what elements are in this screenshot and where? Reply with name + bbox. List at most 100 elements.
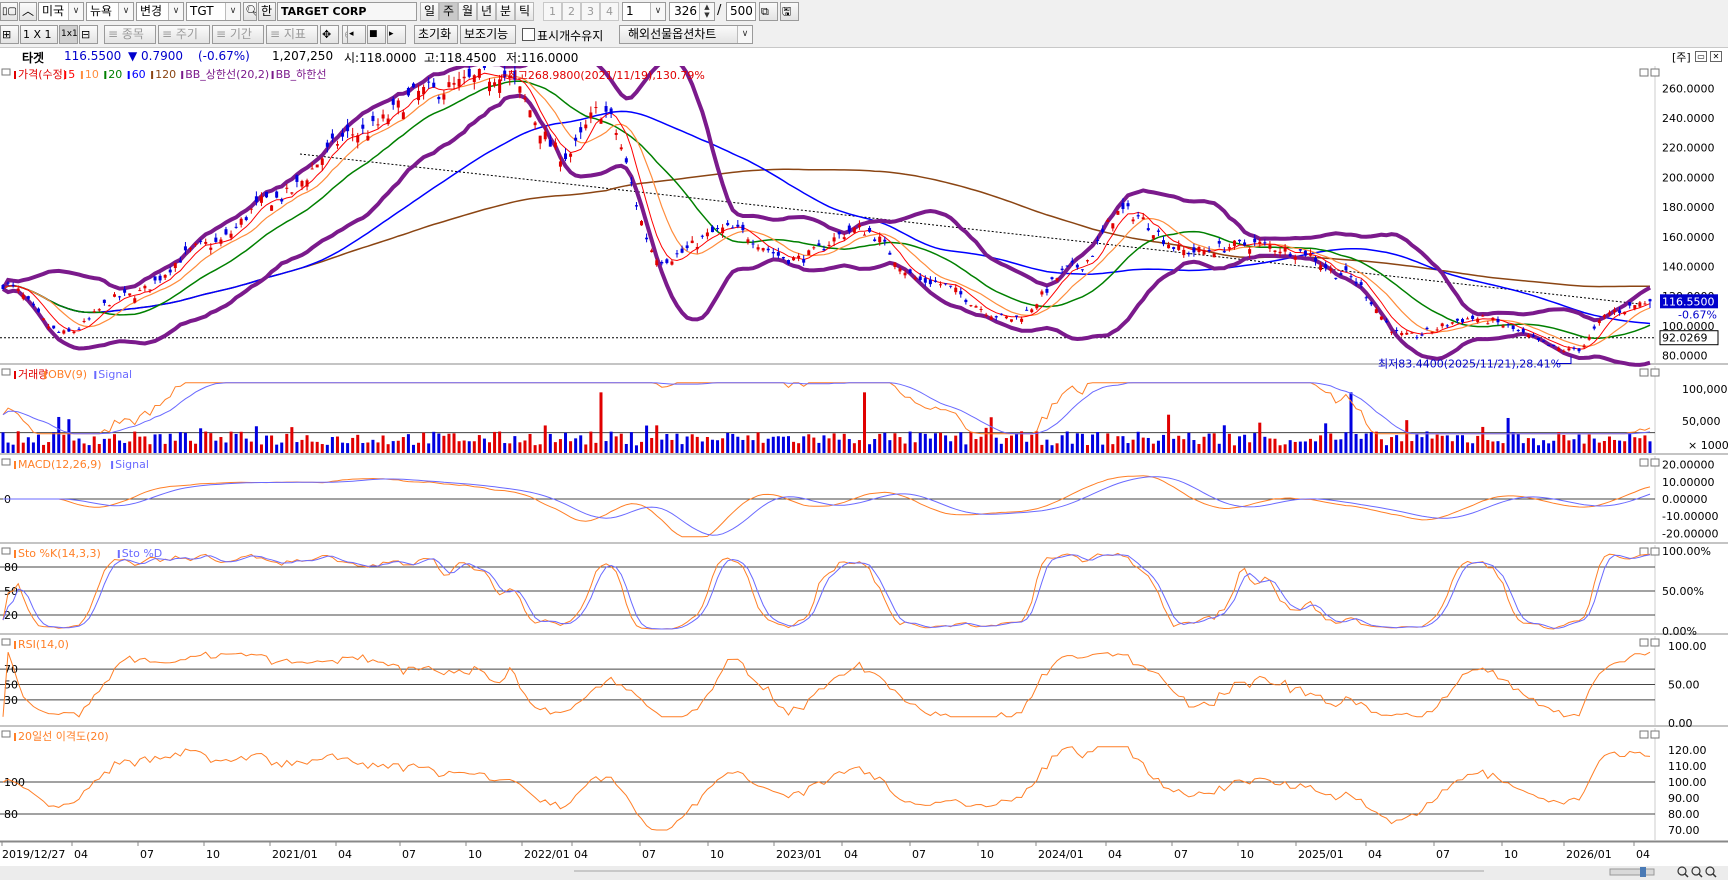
volume-bar: [1192, 440, 1196, 453]
rsi-legend-swatch: [14, 641, 16, 649]
tab-period-month[interactable]: 월: [458, 2, 477, 21]
zoom-out-icon[interactable]: [1677, 866, 1687, 876]
candle-body: [533, 122, 537, 126]
candle-body: [979, 309, 983, 311]
close-icon[interactable]: ✕: [1710, 51, 1722, 62]
grid-layout-icon[interactable]: ⊞: [0, 25, 19, 44]
item-button[interactable]: ≡ 종목: [104, 25, 156, 44]
candle-body: [173, 263, 177, 269]
volume-bar: [462, 440, 466, 453]
candle-body: [219, 239, 223, 244]
aux-function-button[interactable]: 보조기능: [460, 25, 516, 44]
chevron-up-icon[interactable]: ︿: [19, 2, 37, 21]
menu-toggle-button[interactable]: ▯▢: [0, 2, 18, 21]
volume-bar: [548, 433, 552, 453]
volume-bar: [224, 442, 228, 453]
disparity-legend-label: 20일선 이격도(20): [18, 729, 109, 743]
volume-bar: [16, 431, 20, 453]
volume-bar: [1253, 433, 1257, 453]
candle-body: [1415, 337, 1419, 339]
candle-body: [1293, 256, 1297, 260]
candle-body: [417, 90, 421, 101]
count-stepper[interactable]: 326 ▲ ▼: [669, 2, 715, 21]
x-tick-label: 2023/01: [776, 848, 822, 861]
restore-icon[interactable]: ▭: [1695, 51, 1707, 62]
han-button[interactable]: 한: [258, 2, 276, 21]
volume-bar: [1476, 435, 1480, 453]
candle-body: [1542, 340, 1546, 342]
stop-icon[interactable]: ■: [367, 25, 386, 44]
volume-bar: [1004, 438, 1008, 453]
volume-bar: [391, 441, 395, 453]
move-cross-icon[interactable]: ✥: [320, 25, 339, 44]
volume-bar: [832, 433, 836, 453]
prev-icon[interactable]: ◂: [347, 25, 366, 44]
volume-bar: [1415, 434, 1419, 453]
symbol-input[interactable]: TGT ∨: [186, 2, 241, 21]
period-button[interactable]: ≡ 주기: [158, 25, 210, 44]
candle-body: [1390, 331, 1394, 333]
candle-body: [1040, 291, 1044, 295]
candle-body: [1116, 210, 1120, 215]
layout-table-icon[interactable]: ⊟: [79, 25, 98, 44]
tab-num-2[interactable]: 2: [562, 2, 581, 21]
layout-1x1-button[interactable]: 1 X 1: [20, 25, 58, 44]
candle-body: [265, 191, 269, 198]
tab-period-week[interactable]: 주: [439, 2, 458, 21]
volume-bar: [923, 433, 927, 453]
candle-body: [685, 245, 689, 249]
stock-chart[interactable]: 260.0000 240.0000 220.0000 200.0000 180.0000…: [0, 66, 1728, 880]
tab-period-minute[interactable]: 분: [496, 2, 515, 21]
volume-bar: [1091, 434, 1095, 453]
sto-legend-label: Sto %D: [122, 547, 162, 560]
exchange-select[interactable]: 뉴욕 ∨: [86, 2, 134, 21]
volume-bar: [1430, 438, 1434, 453]
market-select[interactable]: 미국 ∨: [38, 2, 84, 21]
range-button[interactable]: ≡ 기간: [212, 25, 264, 44]
new-window-icon[interactable]: ⧉: [759, 2, 778, 21]
tab-period-day[interactable]: 일: [420, 2, 439, 21]
tab-num-3[interactable]: 3: [581, 2, 600, 21]
tab-num-4[interactable]: 4: [600, 2, 619, 21]
candle-body: [822, 249, 826, 251]
interval-select[interactable]: 1 ∨: [622, 2, 666, 21]
tab-num-1[interactable]: 1: [543, 2, 562, 21]
tab-period-year[interactable]: 년: [477, 2, 496, 21]
low-annotation: 최저83.4400(2025/11/21),28.41%: [1378, 357, 1561, 370]
candle-body: [1060, 268, 1064, 271]
volume-bar: [1096, 432, 1100, 453]
tab-period-tick[interactable]: 틱: [515, 2, 534, 21]
high-price: 고:118.4500: [424, 51, 497, 65]
candle-body: [1045, 288, 1049, 293]
volume-bar: [234, 433, 238, 453]
macd-legend-label: Signal: [115, 458, 149, 471]
volume-bar: [1334, 439, 1338, 453]
save-icon[interactable]: 🖫: [780, 2, 799, 21]
layout-single-icon[interactable]: 1x1: [59, 25, 78, 44]
reset-button[interactable]: 초기화: [414, 25, 458, 44]
low-price: 저:116.0000: [506, 51, 579, 65]
price-tick-label: 260.0000: [1662, 82, 1715, 95]
volume-bar: [1516, 433, 1520, 453]
show-count-checkbox[interactable]: [522, 28, 535, 41]
zoom-slider[interactable]: [1609, 868, 1655, 876]
candle-body: [1050, 277, 1054, 280]
next-icon[interactable]: ▸: [387, 25, 406, 44]
change-select[interactable]: 변경 ∨: [136, 2, 184, 21]
candle-body: [726, 222, 730, 226]
zoom-slider-handle[interactable]: [1640, 867, 1646, 877]
candle-body: [411, 83, 415, 88]
volume-bar: [1263, 436, 1267, 453]
candle-body: [1197, 246, 1201, 253]
zoom-in-icon[interactable]: [1691, 866, 1701, 876]
volume-bar: [239, 431, 243, 453]
volume-bar: [1146, 437, 1150, 453]
panel-maximize-icon-2: [1639, 458, 1649, 467]
candle-body: [320, 158, 324, 165]
indicator-button[interactable]: ≡ 지표: [266, 25, 318, 44]
volume-bar: [168, 433, 172, 453]
scrollbar-thumb[interactable]: [574, 870, 1484, 872]
futures-chart-select[interactable]: 해외선물옵션차트 ∨: [619, 25, 753, 44]
zoom-reset-icon[interactable]: [1705, 866, 1715, 876]
search-icon[interactable]: 🔍︎: [243, 2, 257, 21]
